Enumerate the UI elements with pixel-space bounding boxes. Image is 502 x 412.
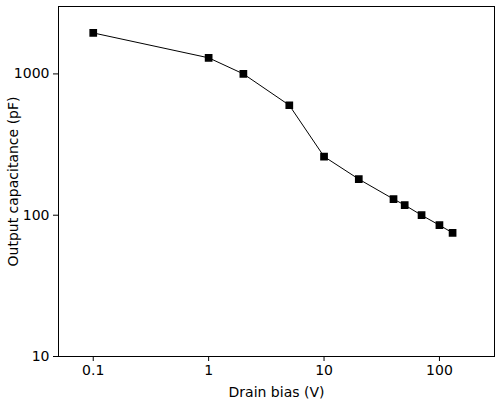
svg-text:Output capacitance (pF): Output capacitance (pF)	[5, 97, 21, 267]
svg-text:1: 1	[204, 362, 213, 378]
svg-text:100: 100	[426, 362, 453, 378]
svg-text:10: 10	[315, 362, 333, 378]
svg-text:100: 100	[23, 207, 50, 223]
svg-text:1000: 1000	[14, 65, 50, 81]
svg-text:10: 10	[32, 348, 50, 364]
svg-text:Drain bias (V): Drain bias (V)	[229, 384, 325, 400]
svg-text:0.1: 0.1	[82, 362, 104, 378]
